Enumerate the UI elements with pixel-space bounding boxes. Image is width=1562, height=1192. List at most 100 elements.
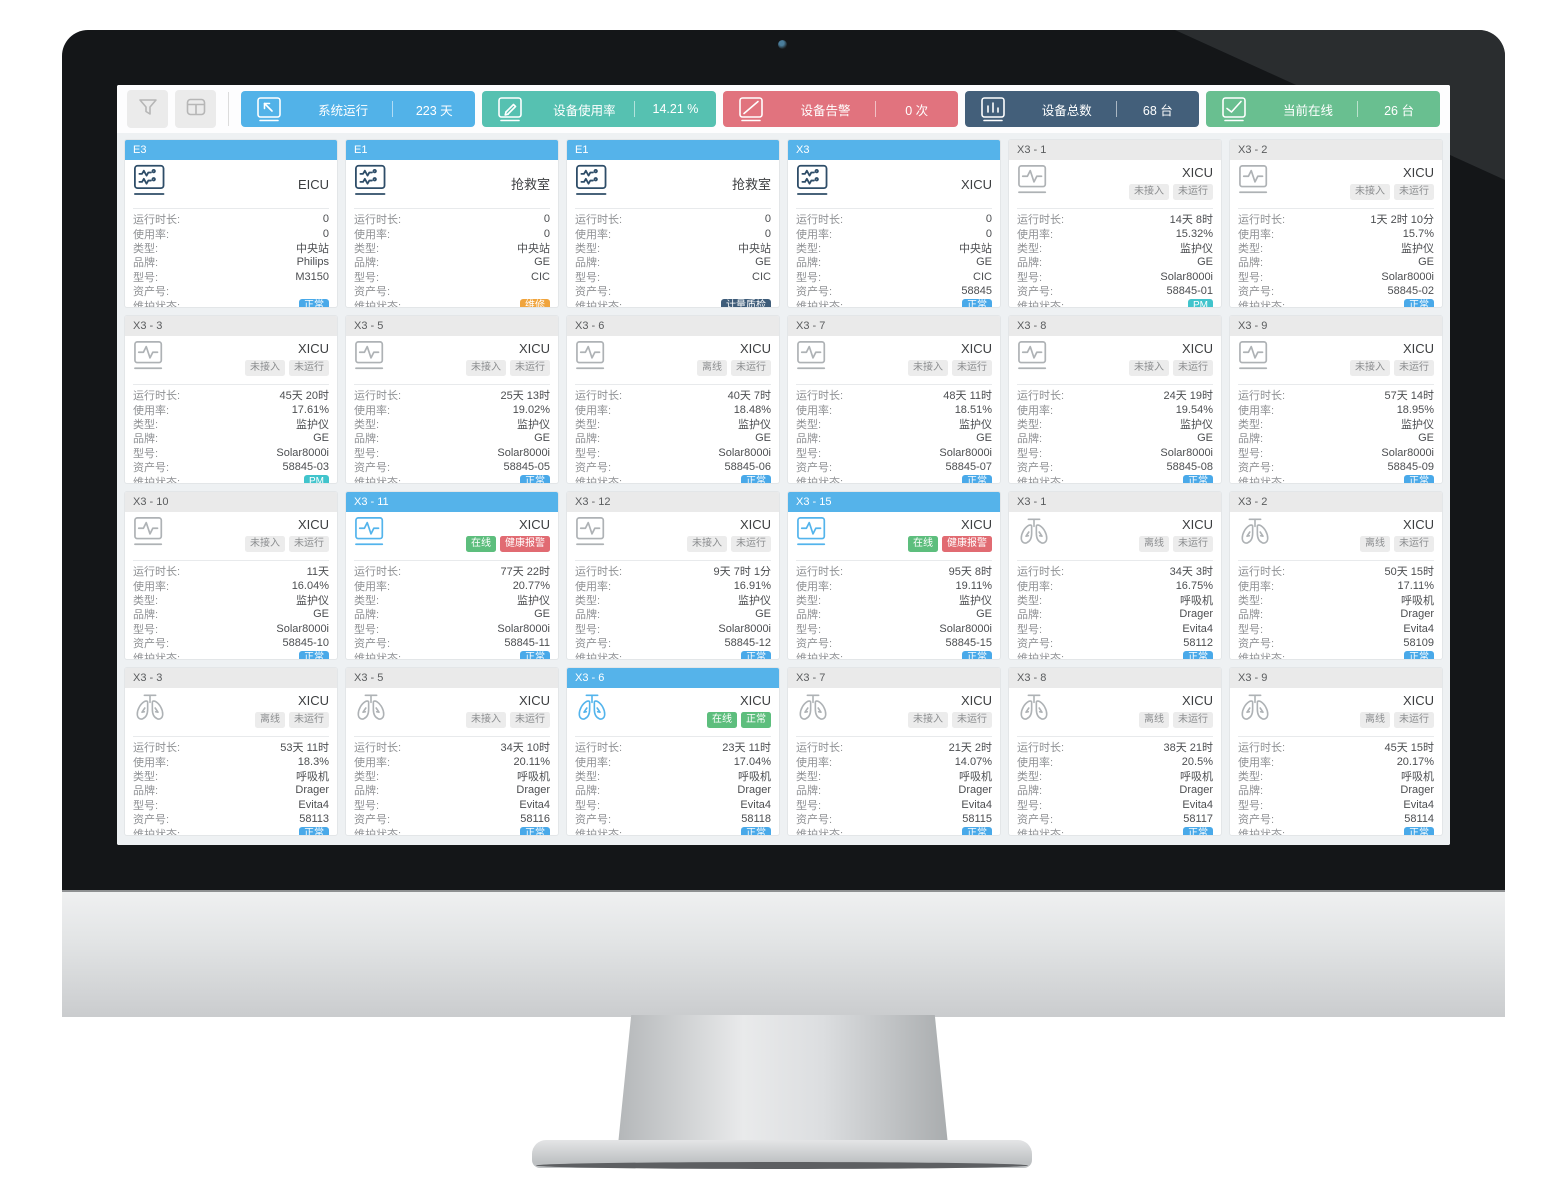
stat-pill[interactable]: 设备使用率 14.21 % [482,91,717,127]
status-chip: 未接入 [908,360,948,376]
field-value: Solar8000i [497,622,550,635]
field-label: 维护状态: [1017,652,1065,660]
field-value: Solar8000i [276,446,329,459]
device-card[interactable]: X3 - 2 XICU 未接入 未运行 运行时长: 1天 2时 10分 使用率: 15.… [1229,139,1443,308]
status-chip: 未接入 [1129,184,1169,200]
device-card[interactable]: X3 - 1 XICU 离线 未运行 运行时长: 34天 3时 使用率: 16.75% 类… [1008,491,1222,660]
device-card[interactable]: X3 - 6 XICU 离线 未运行 运行时长: 40天 7时 使用率: 18.48% 类… [566,315,780,484]
field-row-duration: 运行时长: 14天 8时 [1017,212,1213,226]
device-card[interactable]: X3 - 9 XICU 离线 未运行 运行时长: 45天 15时 使用率: 20.17%… [1229,667,1443,836]
device-card[interactable]: X3 - 5 XICU 未接入 未运行 运行时长: 25天 13时 使用率: 19.02… [345,315,559,484]
status-chip: 未运行 [1173,184,1213,200]
field-row-brand: 品牌: Drager [1017,607,1213,621]
maintenance-status-badge: 正常 [1183,474,1213,483]
filter-button[interactable] [127,90,168,128]
field-value: 58845-01 [1166,285,1214,298]
device-card[interactable]: X3 - 10 XICU 未接入 未运行 运行时长: 11天 使用率: 16.04% 类型… [124,491,338,660]
field-label: 资产号: [1017,638,1054,651]
field-value: GE [1418,256,1434,269]
field-label: 运行时长: [796,390,844,403]
stat-pill[interactable]: 系统运行 223 天 [241,91,476,127]
device-location: XICU [1181,693,1213,708]
field-row-brand: 品牌: Philips [133,255,329,269]
central-station-icon [575,164,613,204]
maintenance-status-badge: 正常 [299,298,329,307]
field-label: 资产号: [133,814,170,827]
device-card[interactable]: X3 - 11 XICU 在线 健康报警 运行时长: 77天 22时 使用率: 20.7… [345,491,559,660]
field-label: 品牌: [1017,785,1043,798]
device-card[interactable]: X3 - 7 XICU 未接入 未运行 运行时长: 48天 11时 使用率: 18.51… [787,315,1001,484]
device-card[interactable]: X3 - 8 XICU 离线 未运行 运行时长: 38天 21时 使用率: 20.5% 类… [1008,667,1222,836]
field-row-maintenance: 维护状态: 正常 [796,298,992,307]
field-row-duration: 运行时长: 38天 21时 [1017,740,1213,754]
device-id: X3 - 12 [575,496,611,508]
field-label: 资产号: [796,814,833,827]
field-value: 24天 19时 [1163,390,1213,403]
device-card[interactable]: E1 抢救室 运行时长: 0 使用率: 0 类型: 中央站 品牌: GE 型号: CIC 资产号: 维… [345,139,559,308]
field-row-maintenance: 维护状态: 正常 [1238,298,1434,307]
device-card[interactable]: X3 - 12 XICU 未接入 未运行 运行时长: 9天 7时 1分 使用率: 16.… [566,491,780,660]
field-value: 0 [543,227,550,240]
device-alarm-icon [738,96,764,122]
field-row-maintenance: 维护状态: 正常 [1238,826,1434,835]
device-fields: 运行时长: 0 使用率: 0 类型: 中央站 品牌: Philips 型号: M3150 资产号: 维… [125,209,337,307]
layout-button[interactable] [175,90,216,128]
device-location: XICU [739,341,771,356]
field-value: 15.7% [1402,227,1434,240]
field-label: 资产号: [575,814,612,827]
field-label: 类型: [575,418,601,431]
card-divider [575,736,771,737]
field-value: 53天 11时 [280,742,329,755]
device-card[interactable]: X3 - 8 XICU 未接入 未运行 运行时长: 24天 19时 使用率: 19.54… [1008,315,1222,484]
field-label: 类型: [575,242,601,255]
status-chip: 未接入 [466,712,506,728]
device-status-chips: 离线 未运行 [1360,712,1434,728]
field-row-model: 型号: CIC [354,270,550,284]
device-card[interactable]: E1 抢救室 运行时长: 0 使用率: 0 类型: 中央站 品牌: GE 型号: CIC 资产号: 维… [566,139,780,308]
maintenance-status-badge: 正常 [962,650,992,659]
field-row-maintenance: 维护状态: 正常 [575,650,771,659]
device-card[interactable]: X3 - 9 XICU 未接入 未运行 运行时长: 57天 14时 使用率: 18.95… [1229,315,1443,484]
device-card[interactable]: X3 - 1 XICU 未接入 未运行 运行时长: 14天 8时 使用率: 15.32%… [1008,139,1222,308]
field-label: 维护状态: [354,300,402,308]
field-value: Drager [1179,608,1213,621]
field-row-type: 类型: 监护仪 [1017,417,1213,431]
stat-pill[interactable]: 设备总数 68 台 [964,91,1199,127]
field-row-duration: 运行时长: 40天 7时 [575,388,771,402]
field-row-asset: 资产号: 58845-11 [354,636,550,650]
field-label: 使用率: [796,228,833,241]
device-card[interactable]: X3 - 2 XICU 离线 未运行 运行时长: 50天 15时 使用率: 17.11%… [1229,491,1443,660]
stat-pill[interactable]: 设备告警 0 次 [723,91,958,127]
device-card[interactable]: X3 - 6 XICU 在线 正常 运行时长: 23天 11时 使用率: 17.04% 类… [566,667,780,836]
field-label: 品牌: [1017,433,1043,446]
field-value: 呼吸机 [1401,594,1434,607]
maintenance-status-badge: 正常 [1404,826,1434,835]
device-card[interactable]: X3 - 5 XICU 未接入 未运行 运行时长: 34天 10时 使用率: 20.11… [345,667,559,836]
field-row-model: 型号: Solar8000i [1017,446,1213,460]
device-status-chips: 在线 健康报警 [908,536,992,552]
field-value: 19.54% [1175,403,1213,416]
ventilator-lungs-icon [1238,516,1276,556]
device-id: X3 - 8 [1017,320,1047,332]
device-card[interactable]: E3 EICU 运行时长: 0 使用率: 0 类型: 中央站 品牌: Philips 型号: M3… [124,139,338,308]
field-value: 监护仪 [738,418,771,431]
device-card[interactable]: X3 - 15 XICU 在线 健康报警 运行时长: 95天 8时 使用率: 19.11… [787,491,1001,660]
status-chip: 在线 [466,536,496,552]
device-card-header: X3 - 12 [567,492,779,512]
device-card[interactable]: X3 - 3 XICU 未接入 未运行 运行时长: 45天 20时 使用率: 17.61… [124,315,338,484]
device-card[interactable]: X3 - 7 XICU 未接入 未运行 运行时长: 21天 2时 使用率: 14.07%… [787,667,1001,836]
field-row-brand: 品牌: GE [796,431,992,445]
stat-pill[interactable]: 当前在线 26 台 [1205,91,1441,127]
field-value: Evita4 [298,798,329,811]
field-label: 资产号: [575,462,612,475]
device-fields: 运行时长: 50天 15时 使用率: 17.11% 类型: 呼吸机 品牌: Drager 型号:… [1230,561,1442,659]
device-id: X3 - 15 [796,496,832,508]
device-card[interactable]: X3 XICU 运行时长: 0 使用率: 0 类型: 中央站 品牌: GE 型号: CIC 资产号:… [787,139,1001,308]
status-chip: 离线 [1360,712,1390,728]
maintenance-status-badge: 正常 [520,650,550,659]
field-label: 品牌: [133,609,159,622]
device-card-header: E1 [567,140,779,160]
stat-separator [1357,101,1359,117]
device-card[interactable]: X3 - 3 XICU 离线 未运行 运行时长: 53天 11时 使用率: 18.3% 类… [124,667,338,836]
field-label: 运行时长: [354,742,402,755]
